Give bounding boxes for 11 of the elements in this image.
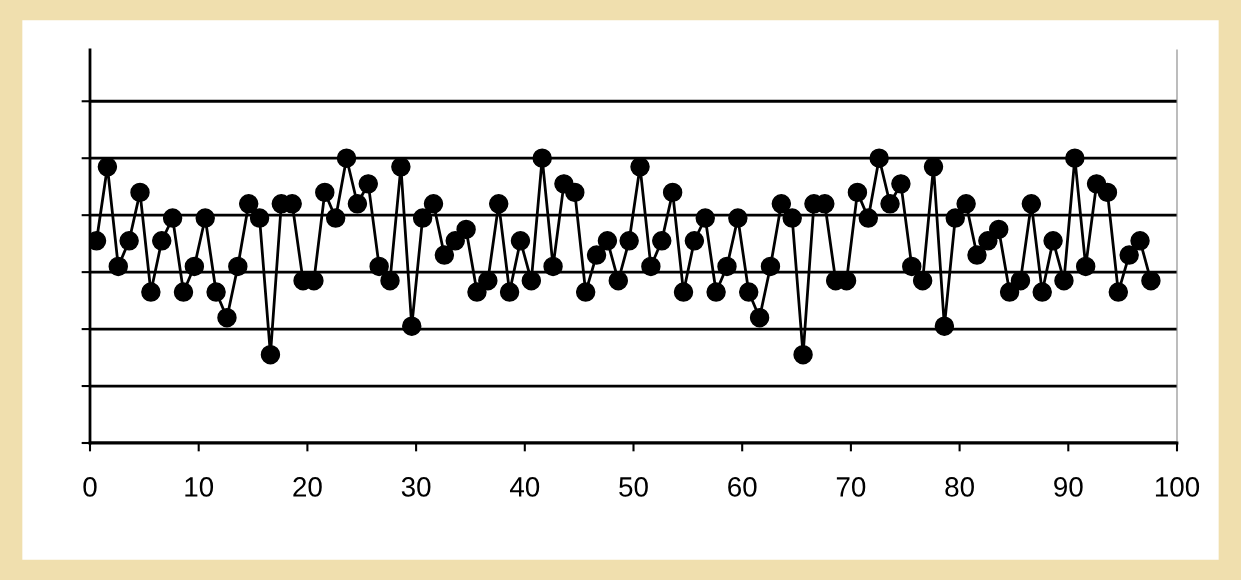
x-tick-label: 10	[185, 477, 214, 497]
x-tick-label: 30	[401, 477, 431, 497]
x-tick-label: 70	[836, 477, 866, 497]
x-tick-label: 90	[1054, 477, 1083, 497]
x-tick-label: 40	[509, 477, 540, 497]
x-tick-label: 60	[728, 477, 757, 497]
x-tick-label: 80	[945, 477, 974, 497]
x-tick-label: 0	[83, 477, 97, 497]
x-tick-label: 100	[1155, 477, 1200, 497]
x-tick-label: 50	[619, 477, 648, 497]
x-tick-label: 20	[293, 477, 322, 497]
